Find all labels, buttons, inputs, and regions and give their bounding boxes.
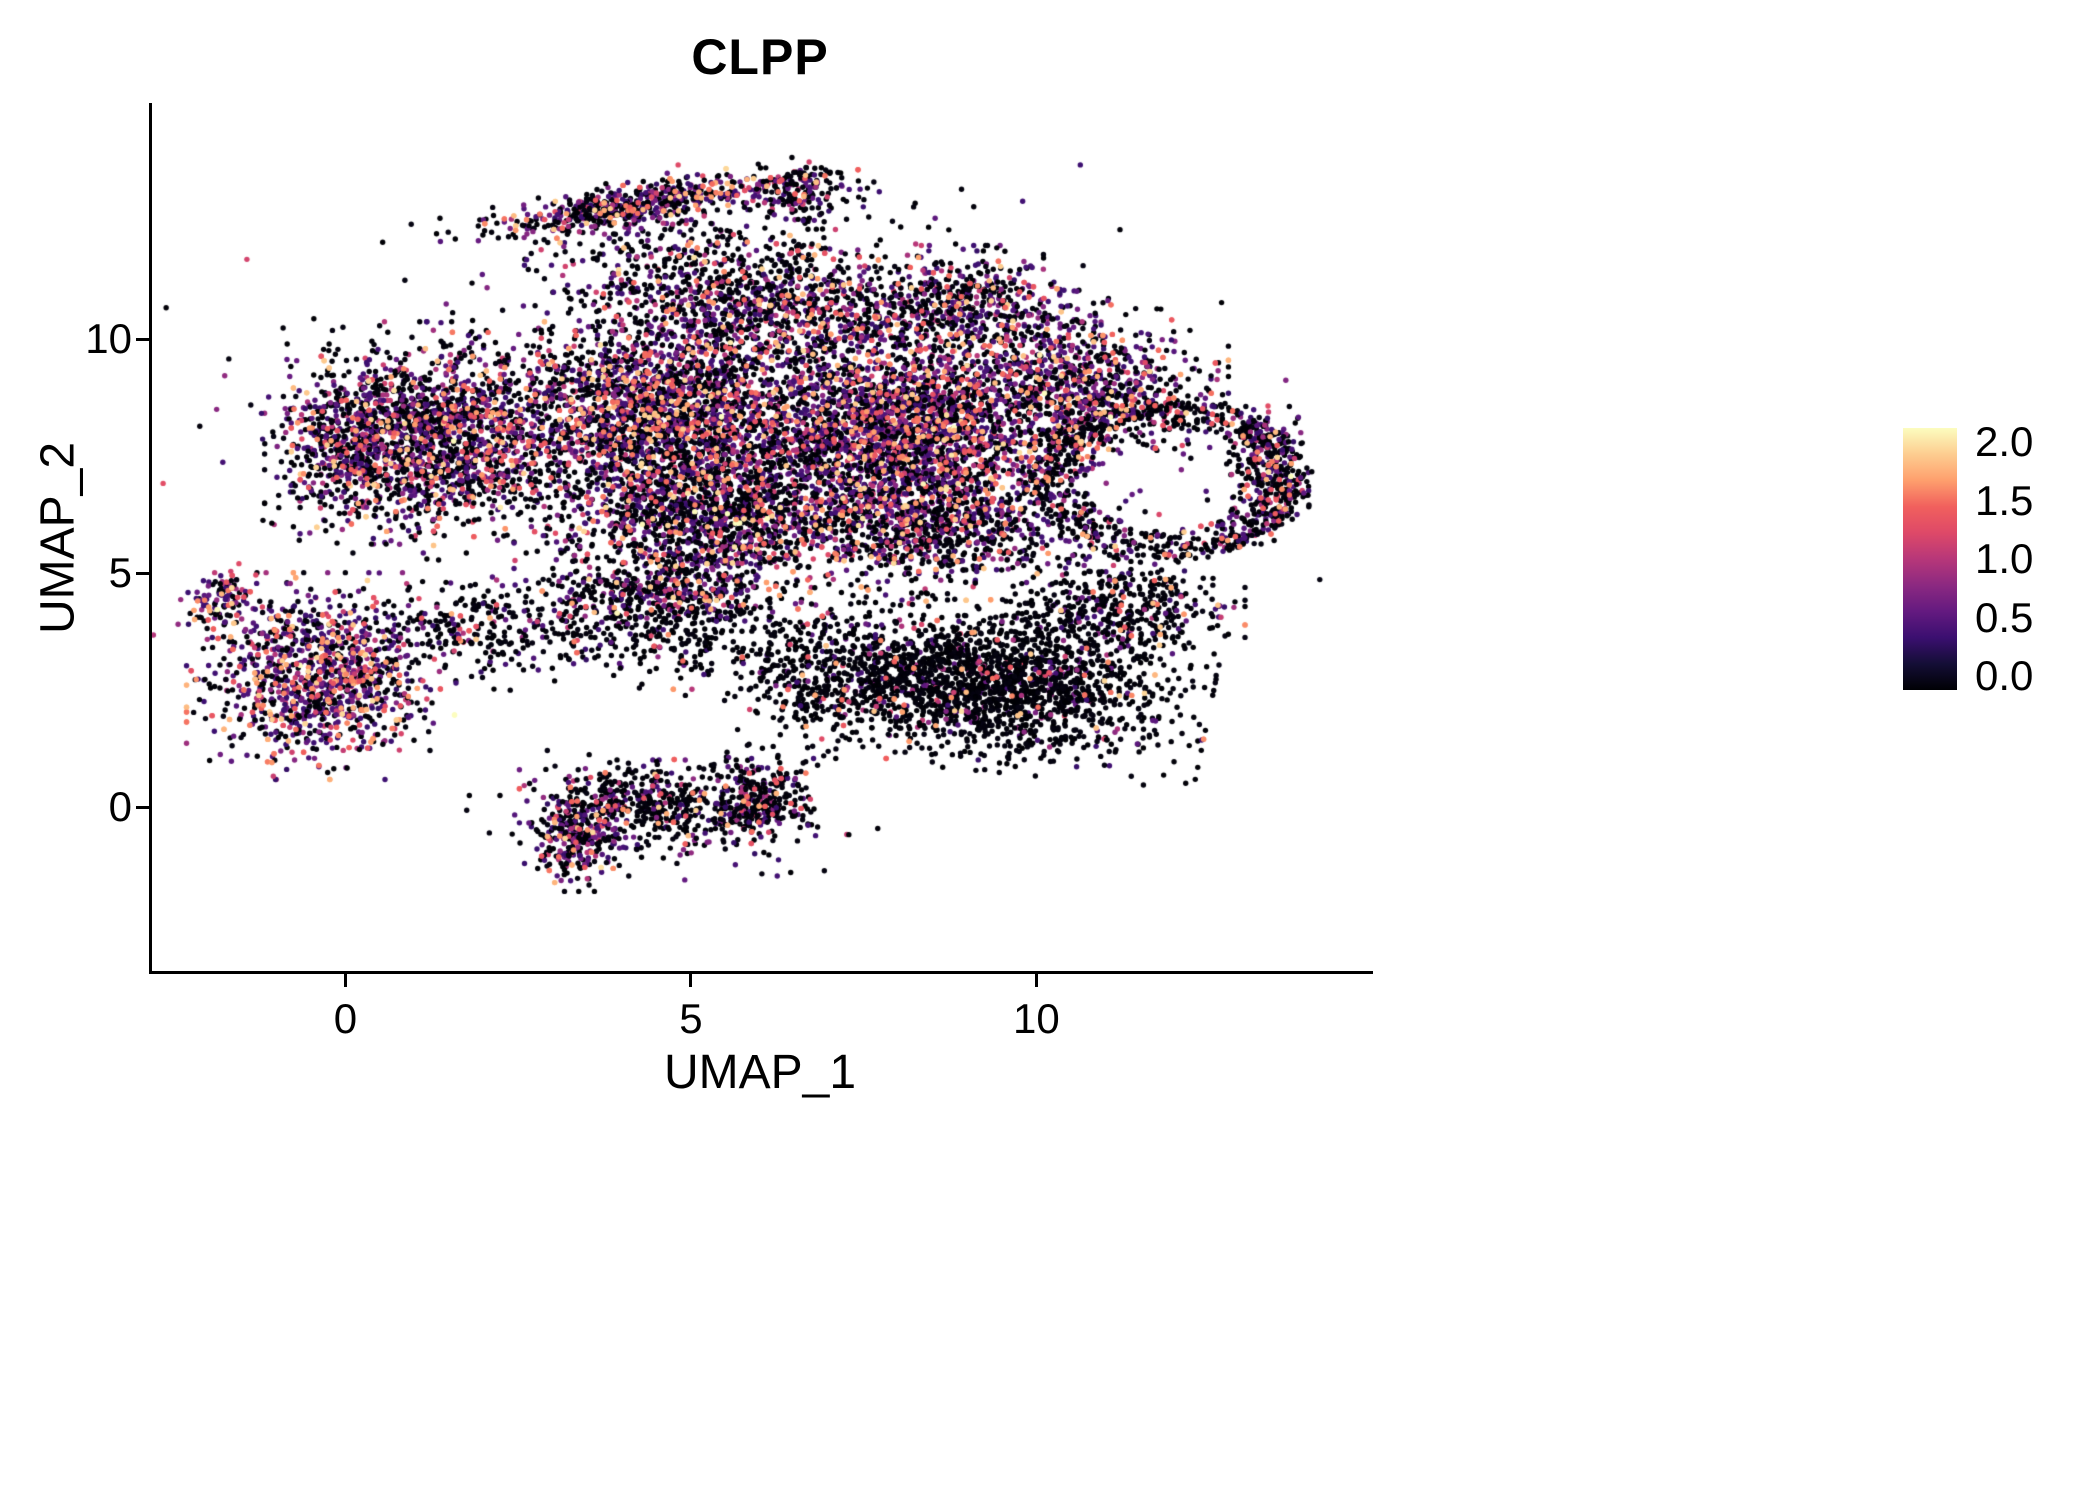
y-tick-label: 5 [108,549,132,597]
x-tick-mark [343,974,347,987]
x-tick-label: 10 [1013,995,1060,1042]
colorbar-tick-label: 0.5 [1975,593,2034,641]
colorbar-tick-label: 2.0 [1975,418,2034,465]
colorbar-gradient [1903,428,1957,690]
plot-title: CLPP [691,29,829,85]
y-tick-label: 0 [108,783,132,831]
colorbar-tick-label: 1.5 [1975,476,2034,524]
x-axis-line [149,971,1373,974]
x-tick-label: 0 [333,995,358,1042]
x-tick-mark [689,974,693,987]
x-tick-label: 5 [679,995,703,1042]
y-tick-mark [136,805,149,809]
y-tick-mark [136,337,149,341]
y-tick-label: 10 [85,315,132,363]
scatter-canvas [152,105,1368,971]
colorbar-tick-label: 1.0 [1975,535,2034,582]
y-tick-mark [136,571,149,575]
y-axis-title: UMAP_2 [31,441,85,635]
colorbar-tick-label: 0.0 [1975,652,2034,699]
x-axis-title: UMAP_1 [663,1046,857,1099]
y-axis-line [149,103,152,974]
x-tick-mark [1034,974,1038,987]
